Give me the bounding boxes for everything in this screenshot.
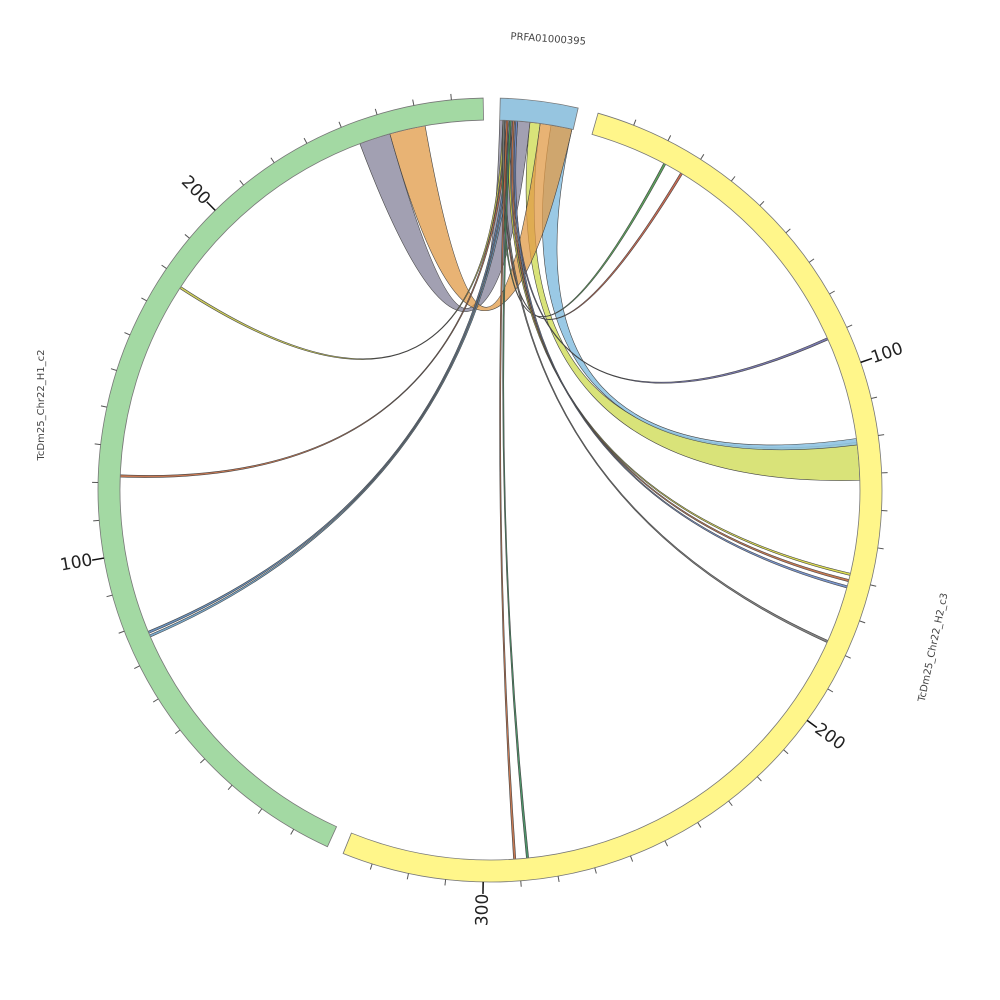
minor-tick (290, 829, 295, 835)
minor-tick (161, 264, 167, 269)
minor-tick (878, 434, 885, 436)
minor-tick (200, 758, 206, 764)
minor-tick (594, 867, 597, 874)
major-tick (92, 557, 105, 561)
major-tick (206, 201, 216, 211)
minor-tick (870, 584, 877, 587)
minor-tick (152, 698, 159, 703)
minor-tick (303, 137, 308, 144)
tick-label: 200 (811, 719, 849, 754)
minor-tick (783, 749, 789, 755)
ribbons (119, 119, 861, 860)
major-tick (806, 719, 818, 729)
sector-label: TcDm25_Chr22_H2_c3 (916, 592, 950, 704)
tick-label: 100 (59, 550, 94, 575)
minor-tick (759, 200, 765, 206)
minor-tick (184, 234, 190, 239)
minor-tick (239, 180, 244, 186)
major-tick (860, 357, 873, 364)
minor-tick (630, 855, 634, 862)
minor-tick (106, 594, 113, 598)
minor-tick (728, 800, 733, 807)
sector (499, 97, 579, 130)
sector-label: TcDm25_Chr22_H1_c2 (36, 350, 47, 462)
minor-tick (450, 93, 452, 100)
minor-tick (141, 297, 147, 302)
ribbon (389, 123, 573, 312)
minor-tick (227, 784, 233, 791)
minor-tick (829, 290, 835, 295)
minor-tick (808, 258, 815, 263)
minor-tick (633, 119, 637, 126)
minor-tick (412, 99, 415, 106)
minor-tick (124, 332, 131, 336)
minor-tick (859, 620, 866, 624)
minor-tick (557, 875, 560, 883)
minor-tick (100, 405, 107, 408)
minor-tick (374, 108, 378, 115)
minor-tick (877, 547, 884, 550)
minor-tick (257, 808, 263, 814)
minor-tick (756, 776, 762, 782)
minor-tick (785, 228, 791, 234)
minor-tick (845, 655, 851, 659)
minor-tick (667, 135, 672, 141)
minor-tick (444, 879, 447, 886)
sector-label: PRFA01000395 (510, 31, 586, 47)
minor-tick (270, 157, 275, 164)
sector (342, 112, 883, 883)
minor-tick (664, 840, 669, 847)
minor-tick (846, 324, 853, 328)
minor-tick (110, 368, 117, 371)
minor-tick (697, 822, 702, 828)
minor-tick (174, 729, 181, 735)
minor-tick (406, 873, 409, 880)
minor-tick (134, 665, 140, 669)
minor-tick (118, 630, 125, 634)
minor-tick (730, 176, 736, 182)
sectors (97, 97, 883, 883)
tick-label: 300 (472, 894, 493, 927)
minor-tick (827, 688, 834, 693)
minor-tick (700, 154, 705, 160)
tick-label: 100 (869, 339, 906, 368)
minor-tick (338, 121, 342, 128)
minor-tick (369, 863, 373, 870)
sector (97, 97, 484, 848)
minor-tick (94, 443, 101, 446)
minor-tick (871, 396, 878, 399)
